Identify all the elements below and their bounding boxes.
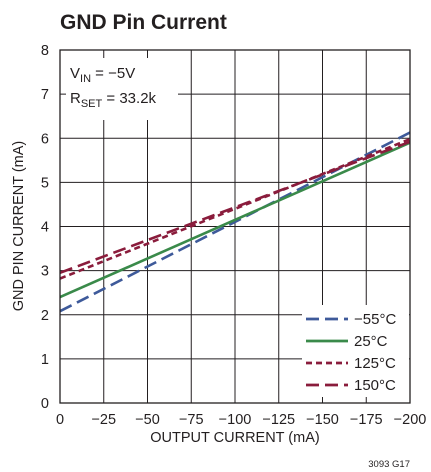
y-tick-label: 0 <box>41 396 49 412</box>
plot-frame <box>59 49 411 404</box>
legend-background <box>302 305 409 397</box>
x-tick-label: −200 <box>394 412 427 428</box>
y-tick-label: 6 <box>41 131 49 147</box>
rset-annotation: RSET = 33.2k <box>70 90 157 110</box>
y-tick-label: 3 <box>41 264 49 280</box>
y-axis-label: GND PIN CURRENT (mA) <box>11 141 27 312</box>
x-axis-label: OUTPUT CURRENT (mA) <box>150 430 319 446</box>
x-tick-label: −75 <box>179 412 204 428</box>
y-tick-label: 1 <box>41 352 49 368</box>
y-tick-label: 2 <box>41 308 49 324</box>
y-tick-label: 5 <box>41 175 49 191</box>
y-tick-label: 4 <box>41 220 49 236</box>
x-tick-label: −125 <box>262 412 295 428</box>
vin-annotation: VIN = −5V <box>70 65 135 85</box>
legend-label: 125°C <box>354 355 396 372</box>
legend-label: 150°C <box>354 377 396 394</box>
series-line <box>59 140 411 275</box>
y-tick-label: 8 <box>41 43 49 59</box>
series-layer <box>59 131 411 313</box>
figure-code: 3093 G17 <box>368 459 410 470</box>
legend: −55°C 25°C 125°C 150°C <box>302 305 409 397</box>
y-tick-label: 7 <box>41 87 49 103</box>
x-tick-label: −50 <box>135 412 160 428</box>
axis-ticks: 0 −25 −50 −75 −100 −125 −150 −175 −200 0 1 2 3 4 5 6 7 8 <box>41 43 426 428</box>
legend-label: 25°C <box>354 333 388 350</box>
series-line <box>59 141 411 299</box>
x-tick-label: −25 <box>91 412 116 428</box>
legend-label: −55°C <box>354 311 396 328</box>
annotation-background <box>66 58 178 120</box>
chart-title: GND Pin Current <box>60 11 227 34</box>
x-tick-label: −150 <box>306 412 339 428</box>
x-tick-label: −100 <box>219 412 252 428</box>
x-tick-label: 0 <box>56 412 64 428</box>
x-tick-label: −175 <box>350 412 383 428</box>
